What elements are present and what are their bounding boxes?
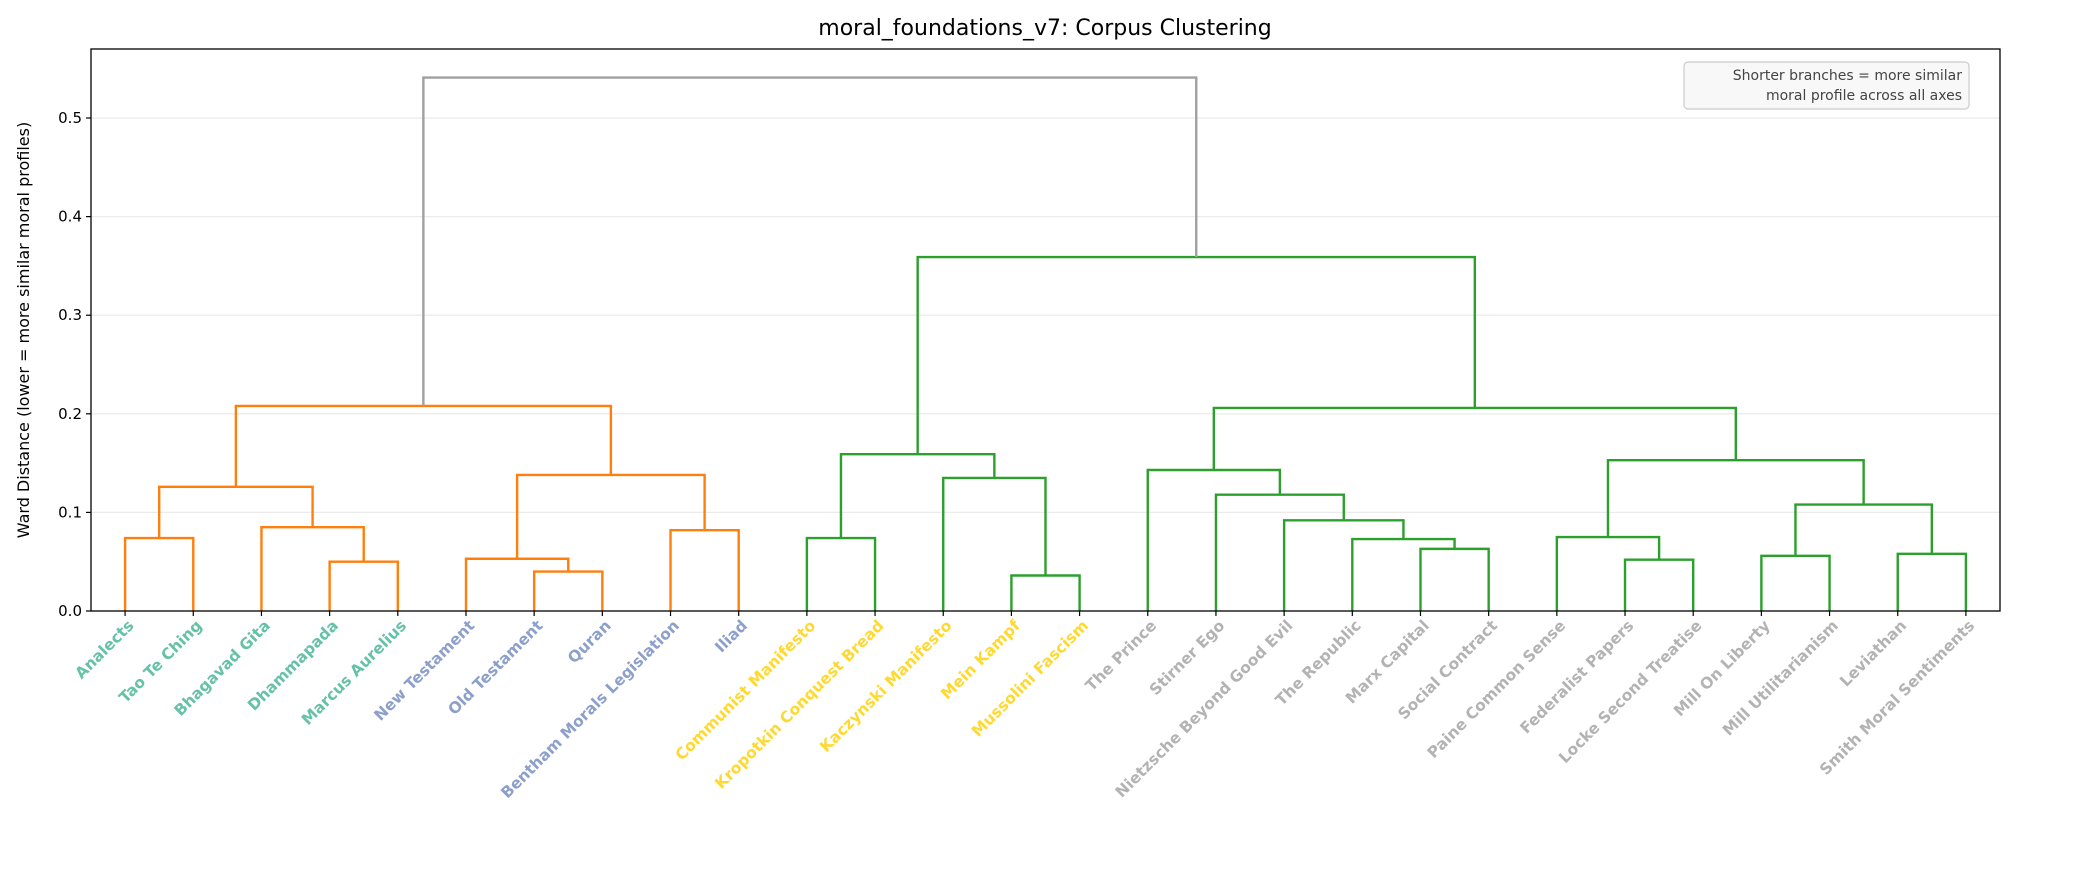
dendrogram-link xyxy=(328,560,400,611)
dendrogram-link xyxy=(1146,468,1282,611)
dendrogram-link xyxy=(422,76,1198,406)
leaf-label: Analects xyxy=(72,617,138,683)
y-axis-ticks: 0.0 0.1 0.2 0.3 0.4 0.5 xyxy=(58,109,91,620)
y-tick-label: 0.4 xyxy=(58,208,82,226)
dendrogram-links xyxy=(123,76,1968,611)
dendrogram-link xyxy=(464,557,570,611)
dendrogram-link xyxy=(942,476,1047,611)
legend-box xyxy=(1683,61,1970,110)
plot-frame xyxy=(90,48,2001,612)
dendrogram-link xyxy=(532,570,604,611)
dendrogram-link xyxy=(515,473,706,559)
leaf-label: Federalist Papers xyxy=(1517,617,1638,738)
dendrogram-link xyxy=(839,453,996,539)
leaf-label: Kaczynski Manifesto xyxy=(816,617,955,756)
dendrogram-link xyxy=(260,525,365,611)
leaf-label: Leviathan xyxy=(1836,617,1910,691)
y-tick-label: 0.3 xyxy=(58,306,82,324)
dendrogram-link xyxy=(1555,535,1661,611)
dendrogram-link xyxy=(1760,554,1831,611)
dendrogram-link xyxy=(916,255,1477,455)
leaf-label: Locke Second Treatise xyxy=(1555,617,1705,767)
legend-line-1: Shorter branches = more similar xyxy=(1733,68,1962,84)
dendrogram-link xyxy=(1606,458,1865,538)
y-tick-label: 0.5 xyxy=(58,109,82,127)
dendrogram-link xyxy=(1623,558,1695,611)
dendrogram-link xyxy=(805,536,877,611)
y-axis-label: Ward Distance (lower = more similar mora… xyxy=(14,122,33,538)
y-tick-label: 0.1 xyxy=(58,503,82,521)
dendrogram-link xyxy=(1010,574,1081,611)
leaf-label: Communist Manifesto xyxy=(672,617,819,764)
leaf-label: Iliad xyxy=(711,617,751,657)
y-tick-label: 0.2 xyxy=(58,405,82,423)
gridlines xyxy=(91,117,2000,514)
leaf-label: Paine Common Sense xyxy=(1424,617,1569,762)
y-tick-label: 0.0 xyxy=(58,602,82,620)
leaf-label: Mussolini Fascism xyxy=(968,617,1092,741)
chart-title: moral_foundations_v7: Corpus Clustering xyxy=(818,16,1271,41)
leaf-label: Mill Utilitarianism xyxy=(1719,617,1842,740)
legend-line-2: moral profile across all axes xyxy=(1766,88,1962,104)
dendrogram-link xyxy=(123,536,195,611)
dendrogram-link xyxy=(1896,552,1968,611)
leaf-label: Quran xyxy=(564,617,614,667)
dendrogram-link xyxy=(1351,537,1456,611)
dendrogram-link xyxy=(1282,519,1405,611)
legend-annotation: Shorter branches = more similar moral pr… xyxy=(1683,61,1970,110)
dendrogram-link xyxy=(1794,503,1934,556)
dendrogram-link xyxy=(669,528,740,611)
dendrogram-link xyxy=(1419,547,1490,611)
